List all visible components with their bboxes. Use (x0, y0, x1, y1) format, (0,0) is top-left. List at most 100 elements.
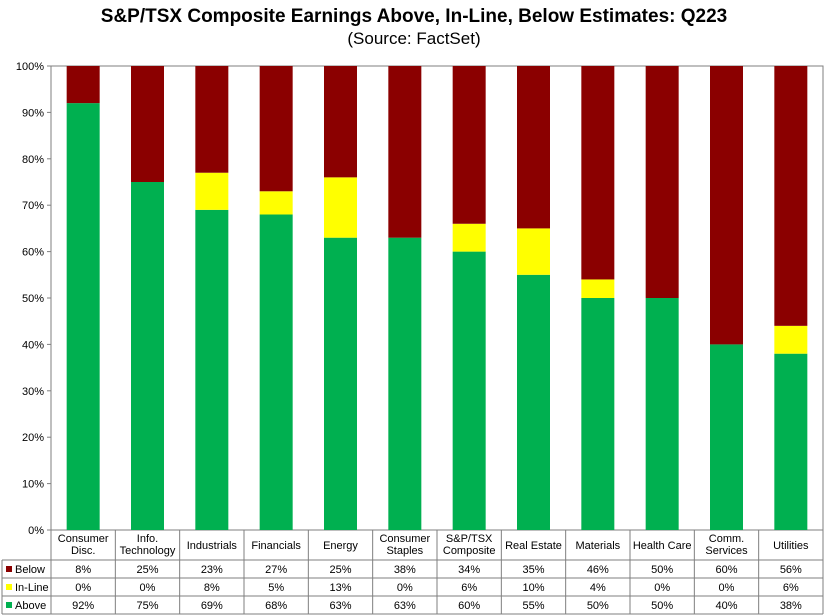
x-tick-label: Materials (576, 540, 621, 552)
data-label: 23% (201, 564, 223, 576)
data-label: 0% (140, 582, 156, 594)
bar-above-8 (517, 274, 550, 530)
data-label: 0% (397, 582, 413, 594)
x-tick-label: Services (705, 545, 748, 557)
y-tick-label: 20% (22, 432, 44, 444)
bar-above-5 (324, 237, 357, 530)
legend-label: Above (15, 600, 46, 612)
bar-below-11 (710, 66, 743, 345)
legend-label: In-Line (15, 582, 49, 594)
data-label: 38% (780, 600, 802, 612)
bar-inline-8 (517, 228, 550, 275)
bar-below-7 (452, 66, 486, 224)
data-label: 50% (651, 564, 673, 576)
data-label: 6% (783, 582, 799, 594)
bar-above-1 (66, 103, 100, 531)
x-tick-label: Health Care (633, 540, 692, 552)
data-label: 0% (719, 582, 735, 594)
data-label: 8% (204, 582, 220, 594)
data-label: 25% (136, 564, 158, 576)
bar-inline-7 (452, 223, 486, 252)
data-label: 0% (75, 582, 91, 594)
y-tick-label: 0% (28, 525, 44, 537)
data-label: 56% (780, 564, 802, 576)
data-label: 35% (522, 564, 544, 576)
y-tick-label: 50% (22, 293, 44, 305)
bar-above-2 (131, 182, 164, 530)
data-label: 46% (587, 564, 609, 576)
bar-below-2 (131, 66, 164, 182)
bar-below-12 (774, 66, 808, 326)
x-tick-label: S&P/TSX (446, 533, 493, 545)
y-tick-label: 30% (22, 386, 44, 398)
data-label: 25% (329, 564, 351, 576)
x-tick-label: Staples (386, 545, 423, 557)
x-tick-label: Consumer (379, 533, 430, 545)
data-label: 55% (522, 600, 544, 612)
data-label: 8% (75, 564, 91, 576)
y-tick-label: 100% (16, 61, 44, 73)
legend-label: Below (15, 564, 45, 576)
data-label: 40% (715, 600, 737, 612)
bar-below-8 (517, 66, 550, 229)
data-label: 4% (590, 582, 606, 594)
x-tick-label: Financials (251, 540, 301, 552)
x-tick-label: Comm. (709, 533, 744, 545)
data-label: 68% (265, 600, 287, 612)
data-label: 0% (654, 582, 670, 594)
x-tick-label: Utilities (773, 540, 809, 552)
y-tick-label: 80% (22, 154, 44, 166)
y-tick-label: 90% (22, 107, 44, 119)
bar-below-4 (259, 66, 293, 192)
bar-inline-12 (774, 325, 808, 354)
bar-above-10 (645, 298, 679, 530)
y-tick-label: 60% (22, 247, 44, 259)
bar-above-3 (195, 209, 229, 530)
bar-below-5 (324, 66, 357, 178)
legend-key-above (6, 602, 12, 608)
data-label: 27% (265, 564, 287, 576)
chart-subtitle: (Source: FactSet) (347, 29, 481, 48)
data-label: 75% (136, 600, 158, 612)
data-label: 60% (715, 564, 737, 576)
data-label: 10% (522, 582, 544, 594)
legend-key-inline (6, 584, 12, 590)
bar-inline-5 (324, 177, 357, 238)
y-tick-label: 70% (22, 200, 44, 212)
bar-above-4 (259, 214, 293, 531)
bar-above-12 (774, 353, 808, 530)
bar-below-3 (195, 66, 229, 173)
x-tick-label: Composite (443, 545, 496, 557)
data-label: 34% (458, 564, 480, 576)
x-tick-label: Disc. (71, 545, 95, 557)
bar-below-9 (581, 66, 615, 280)
plot-frame (50, 65, 824, 531)
bar-inline-4 (259, 191, 293, 215)
data-label: 6% (461, 582, 477, 594)
x-tick-label: Technology (120, 545, 176, 557)
data-label: 63% (329, 600, 351, 612)
data-label: 50% (587, 600, 609, 612)
y-tick-label: 40% (22, 339, 44, 351)
chart-title: S&P/TSX Composite Earnings Above, In-Lin… (100, 6, 728, 27)
data-label: 5% (268, 582, 284, 594)
x-tick-label: Consumer (58, 533, 109, 545)
x-tick-label: Info. (137, 533, 158, 545)
data-label: 60% (458, 600, 480, 612)
data-label: 38% (394, 564, 416, 576)
bar-above-7 (452, 251, 486, 530)
data-label: 63% (394, 600, 416, 612)
bar-below-10 (645, 66, 679, 298)
bar-above-6 (388, 237, 422, 530)
data-label: 50% (651, 600, 673, 612)
x-tick-label: Industrials (187, 540, 238, 552)
x-tick-label: Real Estate (505, 540, 562, 552)
bar-above-11 (710, 344, 743, 530)
bar-above-9 (581, 298, 615, 530)
data-label: 13% (329, 582, 351, 594)
bar-below-1 (66, 66, 100, 104)
x-tick-label: Energy (323, 540, 358, 552)
data-label: 69% (201, 600, 223, 612)
data-label: 92% (72, 600, 94, 612)
